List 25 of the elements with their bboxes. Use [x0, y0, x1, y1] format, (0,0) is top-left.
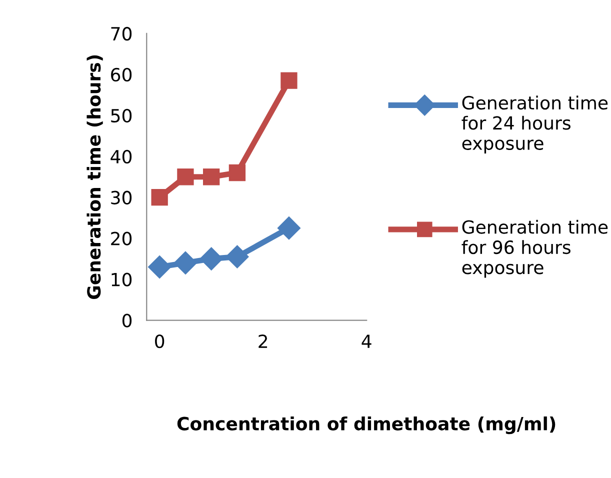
y-tick-label: 30 — [111, 190, 132, 204]
y-tick-label: 70 — [111, 26, 132, 41]
y-tick-label: 0 — [122, 314, 132, 328]
point — [277, 216, 300, 240]
y-tick-label: 20 — [111, 232, 132, 246]
point — [228, 164, 246, 182]
y-tick-label: 50 — [111, 108, 132, 123]
point — [226, 245, 249, 268]
y-axis-title: Generation time (hours) — [86, 55, 103, 299]
legend-label: Generation time for 24 hours exposure — [462, 96, 608, 154]
legend-label: Generation time for 96 hours exposure — [462, 220, 608, 278]
point — [174, 251, 197, 274]
point — [200, 247, 223, 270]
point — [148, 256, 172, 278]
y-tick-label: 40 — [110, 150, 132, 164]
y-tick-label: 60 — [111, 68, 132, 82]
x-tick-label: 4 — [362, 334, 372, 348]
point — [280, 72, 298, 89]
point — [177, 168, 194, 186]
point — [203, 168, 220, 186]
y-tick-label: 10 — [112, 272, 132, 286]
x-tick-label: 0 — [155, 334, 164, 348]
x-tick-label: 2 — [258, 334, 268, 348]
x-axis-title: Concentration of dimethoate (mg/ml) — [177, 416, 556, 434]
point — [151, 189, 168, 206]
